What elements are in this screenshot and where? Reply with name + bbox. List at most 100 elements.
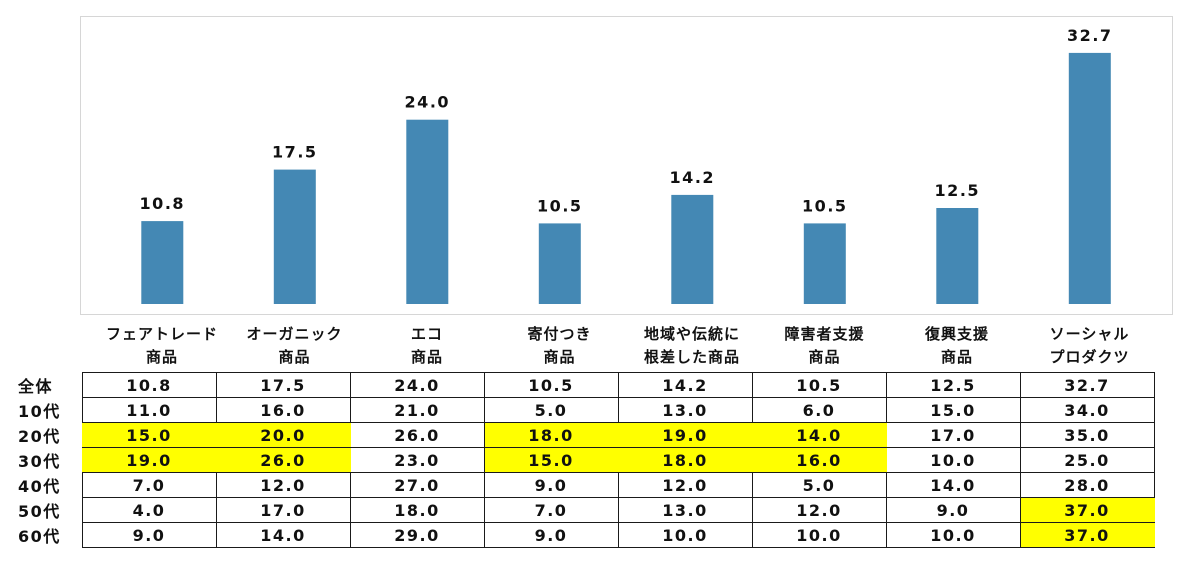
table-cell: 16.0 [215,397,351,423]
value-label-group: 10.8 17.5 24.0 10.5 14.2 10.5 12.5 32.7 [140,26,1112,215]
bar-value-label-3: 10.5 [537,196,582,215]
table-cell: 13.0 [617,497,753,523]
row-label: 10代 [18,402,61,421]
table-cell: 17.0 [885,422,1021,448]
table-cell: 10.5 [483,372,619,398]
category-label-7: ソーシャルプロダクツ [1024,323,1156,369]
data-table: 全体 10.8 17.5 24.0 10.5 14.2 10.5 12.5 32.7 10代 11.… [14,372,1155,548]
category-label-line: フェアトレード [105,325,218,343]
table-cell: 12.0 [617,472,753,498]
table-cell: 20.0 [215,422,351,448]
table-cell: 14.0 [751,422,887,448]
category-label-0: フェアトレード 商品 [96,323,228,369]
category-label-3: 寄付つき 商品 [494,323,626,369]
bar-group [141,52,1111,305]
table-cell: 16.0 [751,447,887,473]
category-label-line: 商品 [278,348,311,366]
table-cell: 17.0 [215,497,351,523]
row-label: 60代 [18,527,61,546]
category-label-line: 寄付つき [527,325,592,343]
bar-3 [538,223,581,304]
table-cell: 4.0 [81,497,217,523]
table-cell: 11.0 [81,397,217,423]
table-cell: 26.0 [349,422,485,448]
table-cell: 26.0 [215,447,351,473]
bar-0 [141,221,184,304]
table-cell: 14.0 [215,522,351,548]
table-cell: 19.0 [81,447,217,473]
table-cell: 34.0 [1019,397,1155,423]
bar-1 [273,169,316,304]
table-cell: 35.0 [1019,422,1155,448]
table-cell: 5.0 [483,397,619,423]
bar-chart: 10.8 17.5 24.0 10.5 14.2 10.5 12.5 32.7 [80,16,1173,315]
table-cell: 18.0 [483,422,619,448]
bar-7 [1068,52,1111,305]
bar-value-label-2: 24.0 [405,93,450,112]
table-cell: 10.5 [751,372,887,398]
category-label-line: ソーシャル [1049,325,1130,343]
table-cell: 7.0 [483,497,619,523]
bar-value-label-1: 17.5 [272,143,317,162]
table-cell: 10.8 [81,372,217,398]
table-cell: 19.0 [617,422,753,448]
category-label-4: 地域や伝統に 根差した商品 [626,323,758,369]
table-cell: 23.0 [349,447,485,473]
bar-5 [803,223,846,304]
table-row: 10代 11.0 16.0 21.0 5.0 13.0 6.0 15.0 34.0 [14,397,1155,423]
table-cell: 12.5 [885,372,1021,398]
category-label-line: オーガニック [246,325,343,343]
table-cell: 29.0 [349,522,485,548]
table-cell: 12.0 [215,472,351,498]
table-cell: 5.0 [751,472,887,498]
category-label-6: 復興支援 商品 [891,323,1023,369]
table-cell: 15.0 [81,422,217,448]
table-cell: 13.0 [617,397,753,423]
bar-6 [936,208,979,304]
table-cell: 14.2 [617,372,753,398]
table-cell: 18.0 [617,447,753,473]
table-cell: 9.0 [483,522,619,548]
table-cell: 24.0 [349,372,485,398]
row-label: 20代 [18,427,61,446]
row-label: 50代 [18,502,61,521]
table-cell: 9.0 [885,497,1021,523]
table-cell: 32.7 [1019,372,1155,398]
bar-value-label-7: 32.7 [1067,26,1112,45]
row-label: 全体 [18,377,54,396]
table-cell: 17.5 [215,372,351,398]
table-cell: 6.0 [751,397,887,423]
table-cell: 15.0 [885,397,1021,423]
table-row: 60代 9.0 14.0 29.0 9.0 10.0 10.0 10.0 37.0 [14,522,1155,548]
bar-value-label-4: 14.2 [670,168,715,187]
category-label-line: 商品 [145,348,178,366]
category-label-line: 商品 [543,348,576,366]
table-row: 全体 10.8 17.5 24.0 10.5 14.2 10.5 12.5 32.7 [14,372,1155,398]
table-cell: 10.0 [885,447,1021,473]
table-cell: 25.0 [1019,447,1155,473]
table-cell: 28.0 [1019,472,1155,498]
table-cell: 18.0 [349,497,485,523]
table-cell: 9.0 [81,522,217,548]
table-cell: 10.0 [617,522,753,548]
table-cell: 7.0 [81,472,217,498]
table-cell: 37.0 [1019,497,1155,523]
category-label-line: 地域や伝統に [643,325,740,343]
category-label-2: エコ 商品 [361,323,493,369]
table-cell: 14.0 [885,472,1021,498]
table-row: 50代 4.0 17.0 18.0 7.0 13.0 12.0 9.0 37.0 [14,497,1155,523]
table-cell: 21.0 [349,397,485,423]
bar-2 [406,119,449,304]
table-cell: 12.0 [751,497,887,523]
table-row: 30代 19.0 26.0 23.0 15.0 18.0 16.0 10.0 25.0 [14,447,1155,473]
category-label-line: 根差した商品 [643,348,740,366]
bar-value-label-0: 10.8 [140,194,185,213]
bar-value-label-5: 10.5 [802,196,847,215]
row-label: 30代 [18,452,61,471]
table-cell: 10.0 [751,522,887,548]
row-label: 40代 [18,477,61,496]
category-label-line: プロダクツ [1049,348,1130,366]
category-label-line: 商品 [410,348,443,366]
category-label-line: 商品 [940,348,973,366]
chart-frame [80,16,1173,315]
